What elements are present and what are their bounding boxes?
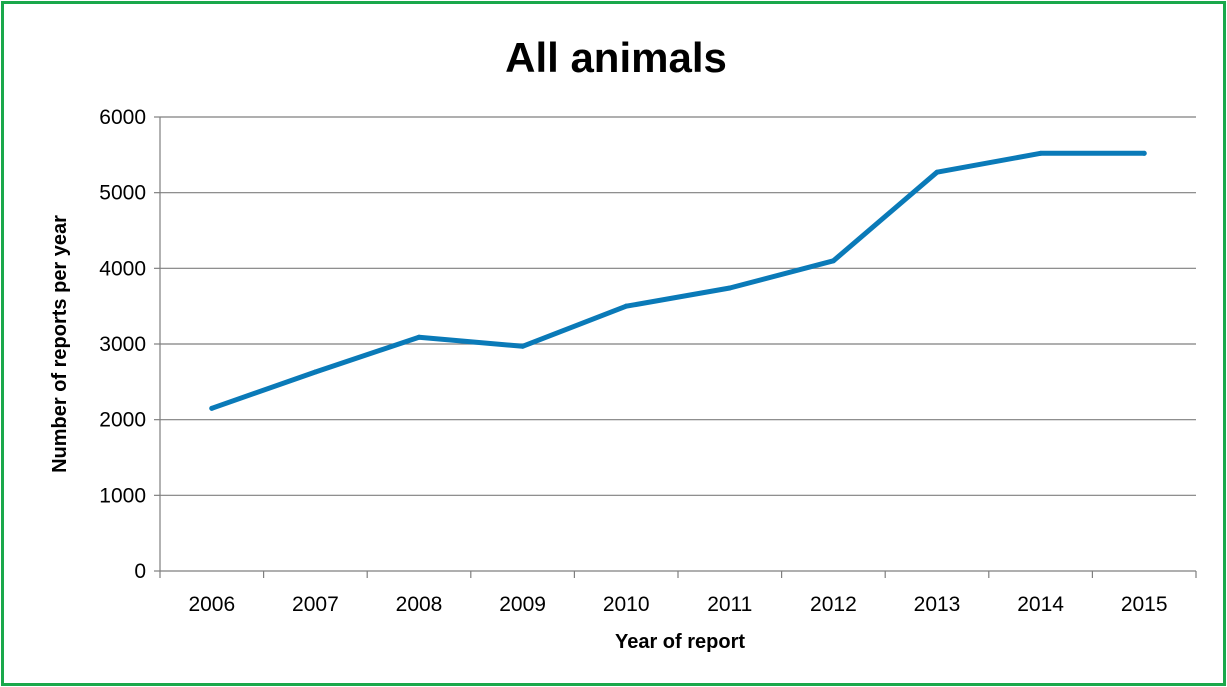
data-point bbox=[1141, 150, 1147, 156]
data-point bbox=[312, 369, 318, 375]
x-tick-label: 2010 bbox=[603, 593, 650, 616]
y-tick-label: 4000 bbox=[99, 257, 146, 280]
x-axis-label: Year of report bbox=[615, 631, 745, 653]
y-tick-label: 2000 bbox=[99, 409, 146, 432]
x-tick-label: 2006 bbox=[188, 593, 235, 616]
x-tick-label: 2008 bbox=[396, 593, 443, 616]
gridlines bbox=[160, 116, 1196, 496]
y-tick-labels: 0 1000 2000 3000 4000 5000 6000 bbox=[99, 106, 146, 583]
x-tick-label: 2015 bbox=[1121, 593, 1168, 616]
series-line bbox=[209, 150, 1147, 411]
y-tick-label: 1000 bbox=[99, 484, 146, 507]
x-tick-label: 2011 bbox=[707, 593, 752, 616]
axes bbox=[154, 116, 1197, 578]
y-tick-label: 0 bbox=[134, 560, 146, 583]
series-group bbox=[209, 150, 1147, 411]
x-tick-label: 2014 bbox=[1017, 593, 1064, 616]
data-point bbox=[623, 303, 629, 309]
data-point bbox=[520, 343, 526, 349]
data-point bbox=[209, 405, 215, 411]
x-tick-label: 2013 bbox=[914, 593, 961, 616]
chart-title: All animals bbox=[505, 34, 727, 81]
data-point bbox=[830, 258, 836, 264]
y-tick-label: 6000 bbox=[99, 106, 146, 129]
data-point bbox=[727, 285, 733, 291]
x-tick-labels: 2006 2007 2008 2009 2010 2011 2012 2013 2014 2015 bbox=[188, 593, 1167, 616]
x-tick-label: 2012 bbox=[810, 593, 857, 616]
y-tick-label: 3000 bbox=[99, 333, 146, 356]
data-point bbox=[934, 169, 940, 175]
data-point bbox=[416, 334, 422, 340]
y-tick-label: 5000 bbox=[99, 182, 146, 205]
data-point bbox=[1038, 150, 1044, 156]
x-tick-label: 2009 bbox=[499, 593, 546, 616]
y-axis-label: Number of reports per year bbox=[49, 215, 71, 473]
x-tick-label: 2007 bbox=[292, 593, 339, 616]
